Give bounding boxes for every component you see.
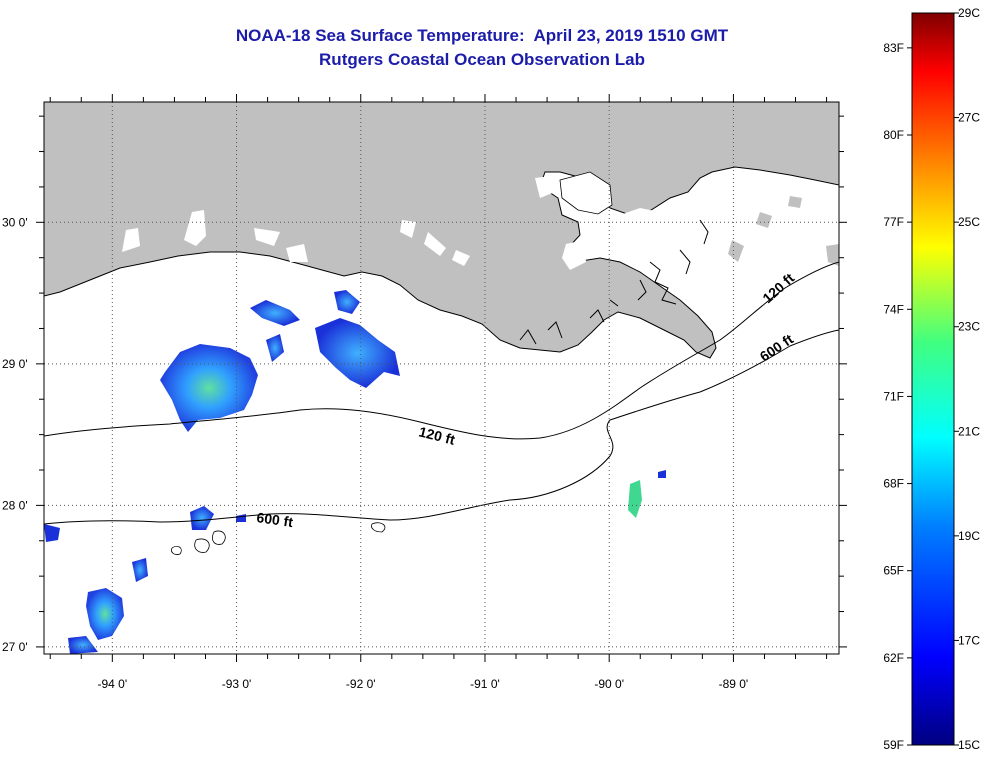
lat-tick-label: 30 0' [2, 215, 28, 229]
title-line-1: NOAA-18 Sea Surface Temperature: April 2… [235, 26, 729, 45]
sst-patch [190, 506, 214, 530]
sst-patch [315, 318, 400, 388]
colorbar-label-c: 25C [958, 215, 980, 229]
title-line-2: Rutgers Coastal Ocean Observation Lab [319, 50, 645, 69]
colorbar-label-c: 15C [958, 738, 980, 752]
lake [562, 240, 586, 270]
lake [559, 171, 613, 215]
lat-tick-label: 29 0' [2, 357, 28, 371]
lake [535, 176, 555, 198]
colorbar-labels: 83F 80F 77F 74F 71F 68F 65F 62F 59F 29C 27C 25C 23C 2… [883, 6, 980, 752]
delta-marsh [519, 219, 709, 345]
contour-120ft [44, 261, 839, 440]
colorbar-label-c: 21C [958, 424, 980, 438]
sst-patch-main [160, 344, 258, 432]
sst-patch [628, 480, 642, 518]
colorbar-label-c: 23C [958, 320, 980, 334]
colorbar-label-f: 83F [883, 41, 904, 55]
lat-tick-label: 27 0' [2, 640, 28, 654]
sst-patch [132, 558, 148, 582]
colorbar-ticks [907, 12, 959, 746]
lon-tick-label: -91 0' [470, 677, 500, 691]
lake [254, 228, 280, 246]
lake [756, 212, 772, 228]
colorbar-label-f: 80F [883, 128, 904, 142]
colorbar-label-c: 29C [958, 6, 980, 20]
lon-tick-label: -92 0' [346, 677, 376, 691]
lake [184, 210, 206, 246]
map-title: NOAA-18 Sea Surface Temperature: April 2… [44, 24, 920, 72]
lon-tick-label: -94 0' [97, 677, 127, 691]
colorbar-label-f: 59F [883, 738, 904, 752]
colorbar-label-f: 77F [883, 215, 904, 229]
sst-patch [68, 636, 98, 654]
contour-label-600ft-a: 600 ft [256, 509, 295, 530]
contour-600ft [44, 329, 839, 525]
sst-patch-south [86, 588, 124, 640]
sst-patch [658, 470, 666, 478]
sst-patch [44, 524, 60, 542]
sst-patches [44, 290, 666, 654]
sst-patch [266, 334, 284, 362]
colorbar-label-f: 62F [883, 651, 904, 665]
colorbar-label-c: 19C [958, 529, 980, 543]
axis-ticks [36, 94, 847, 662]
colorbar-label-f: 74F [883, 302, 904, 316]
axis-tick-labels: -94 0' -93 0' -92 0' -91 0' -90 0' -89 0' 30 0… [2, 215, 748, 691]
lon-tick-label: -89 0' [719, 677, 749, 691]
sst-patch [250, 300, 300, 326]
lake [452, 250, 470, 266]
contour-600ft-loops [171, 522, 386, 555]
lake [286, 244, 308, 262]
lake [122, 228, 140, 252]
lat-tick-label: 28 0' [2, 498, 28, 512]
lake [620, 208, 660, 232]
lake [400, 220, 416, 238]
colorbar-label-f: 65F [883, 564, 904, 578]
lon-tick-label: -90 0' [594, 677, 624, 691]
sst-patch [334, 290, 360, 314]
lon-tick-label: -93 0' [222, 677, 252, 691]
depth-contours [44, 261, 839, 555]
colorbar-label-c: 17C [958, 633, 980, 647]
lake [728, 240, 744, 262]
colorbar-label-f: 71F [883, 389, 904, 403]
map-border [43, 101, 840, 655]
colorbar-label-f: 68F [883, 477, 904, 491]
colorbar-label-c: 27C [958, 111, 980, 125]
lake [826, 244, 839, 266]
colorbar [911, 12, 955, 746]
lake [788, 196, 802, 208]
graticule [44, 102, 839, 654]
lake [424, 232, 446, 256]
